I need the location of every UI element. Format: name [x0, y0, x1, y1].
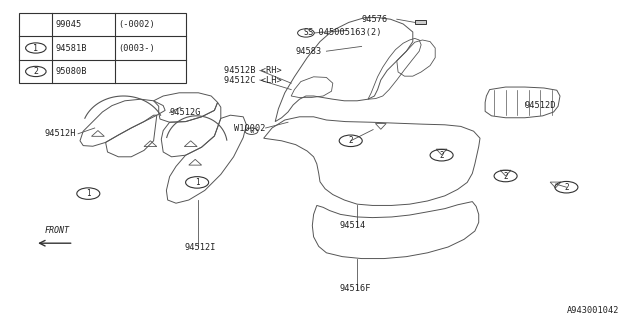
Text: 94576: 94576 [362, 15, 388, 24]
Text: A943001042: A943001042 [566, 306, 619, 315]
Text: 1: 1 [86, 189, 91, 198]
Text: 2: 2 [33, 67, 38, 76]
Text: 94512G: 94512G [170, 108, 201, 117]
Text: W10002: W10002 [234, 124, 265, 132]
Text: 94514: 94514 [339, 221, 365, 230]
Text: 94512H: 94512H [44, 129, 76, 138]
Text: 2: 2 [503, 172, 508, 180]
Text: 2: 2 [439, 151, 444, 160]
Text: (-0002): (-0002) [118, 20, 155, 29]
Text: 94512C <LH>: 94512C <LH> [224, 76, 282, 84]
Text: S: S [303, 28, 308, 37]
Text: S 045005163(2): S 045005163(2) [308, 28, 382, 37]
Text: 94512I: 94512I [184, 243, 216, 252]
Text: 1: 1 [195, 178, 200, 187]
Text: 2: 2 [564, 183, 569, 192]
Text: 94512D: 94512D [525, 101, 556, 110]
Text: 94512B <RH>: 94512B <RH> [224, 66, 282, 75]
Bar [19, 13, 186, 83]
Bar [415, 20, 426, 24]
Text: 94516F: 94516F [339, 284, 371, 293]
Text: w: w [249, 129, 254, 134]
Text: 99045: 99045 [56, 20, 82, 29]
Text: (0003-): (0003-) [118, 44, 155, 52]
Text: 2: 2 [348, 136, 353, 145]
Text: 94583: 94583 [296, 47, 322, 56]
Text: 95080B: 95080B [56, 67, 87, 76]
Text: 1: 1 [33, 44, 38, 52]
Text: 94581B: 94581B [56, 44, 87, 52]
Text: FRONT: FRONT [45, 226, 70, 235]
